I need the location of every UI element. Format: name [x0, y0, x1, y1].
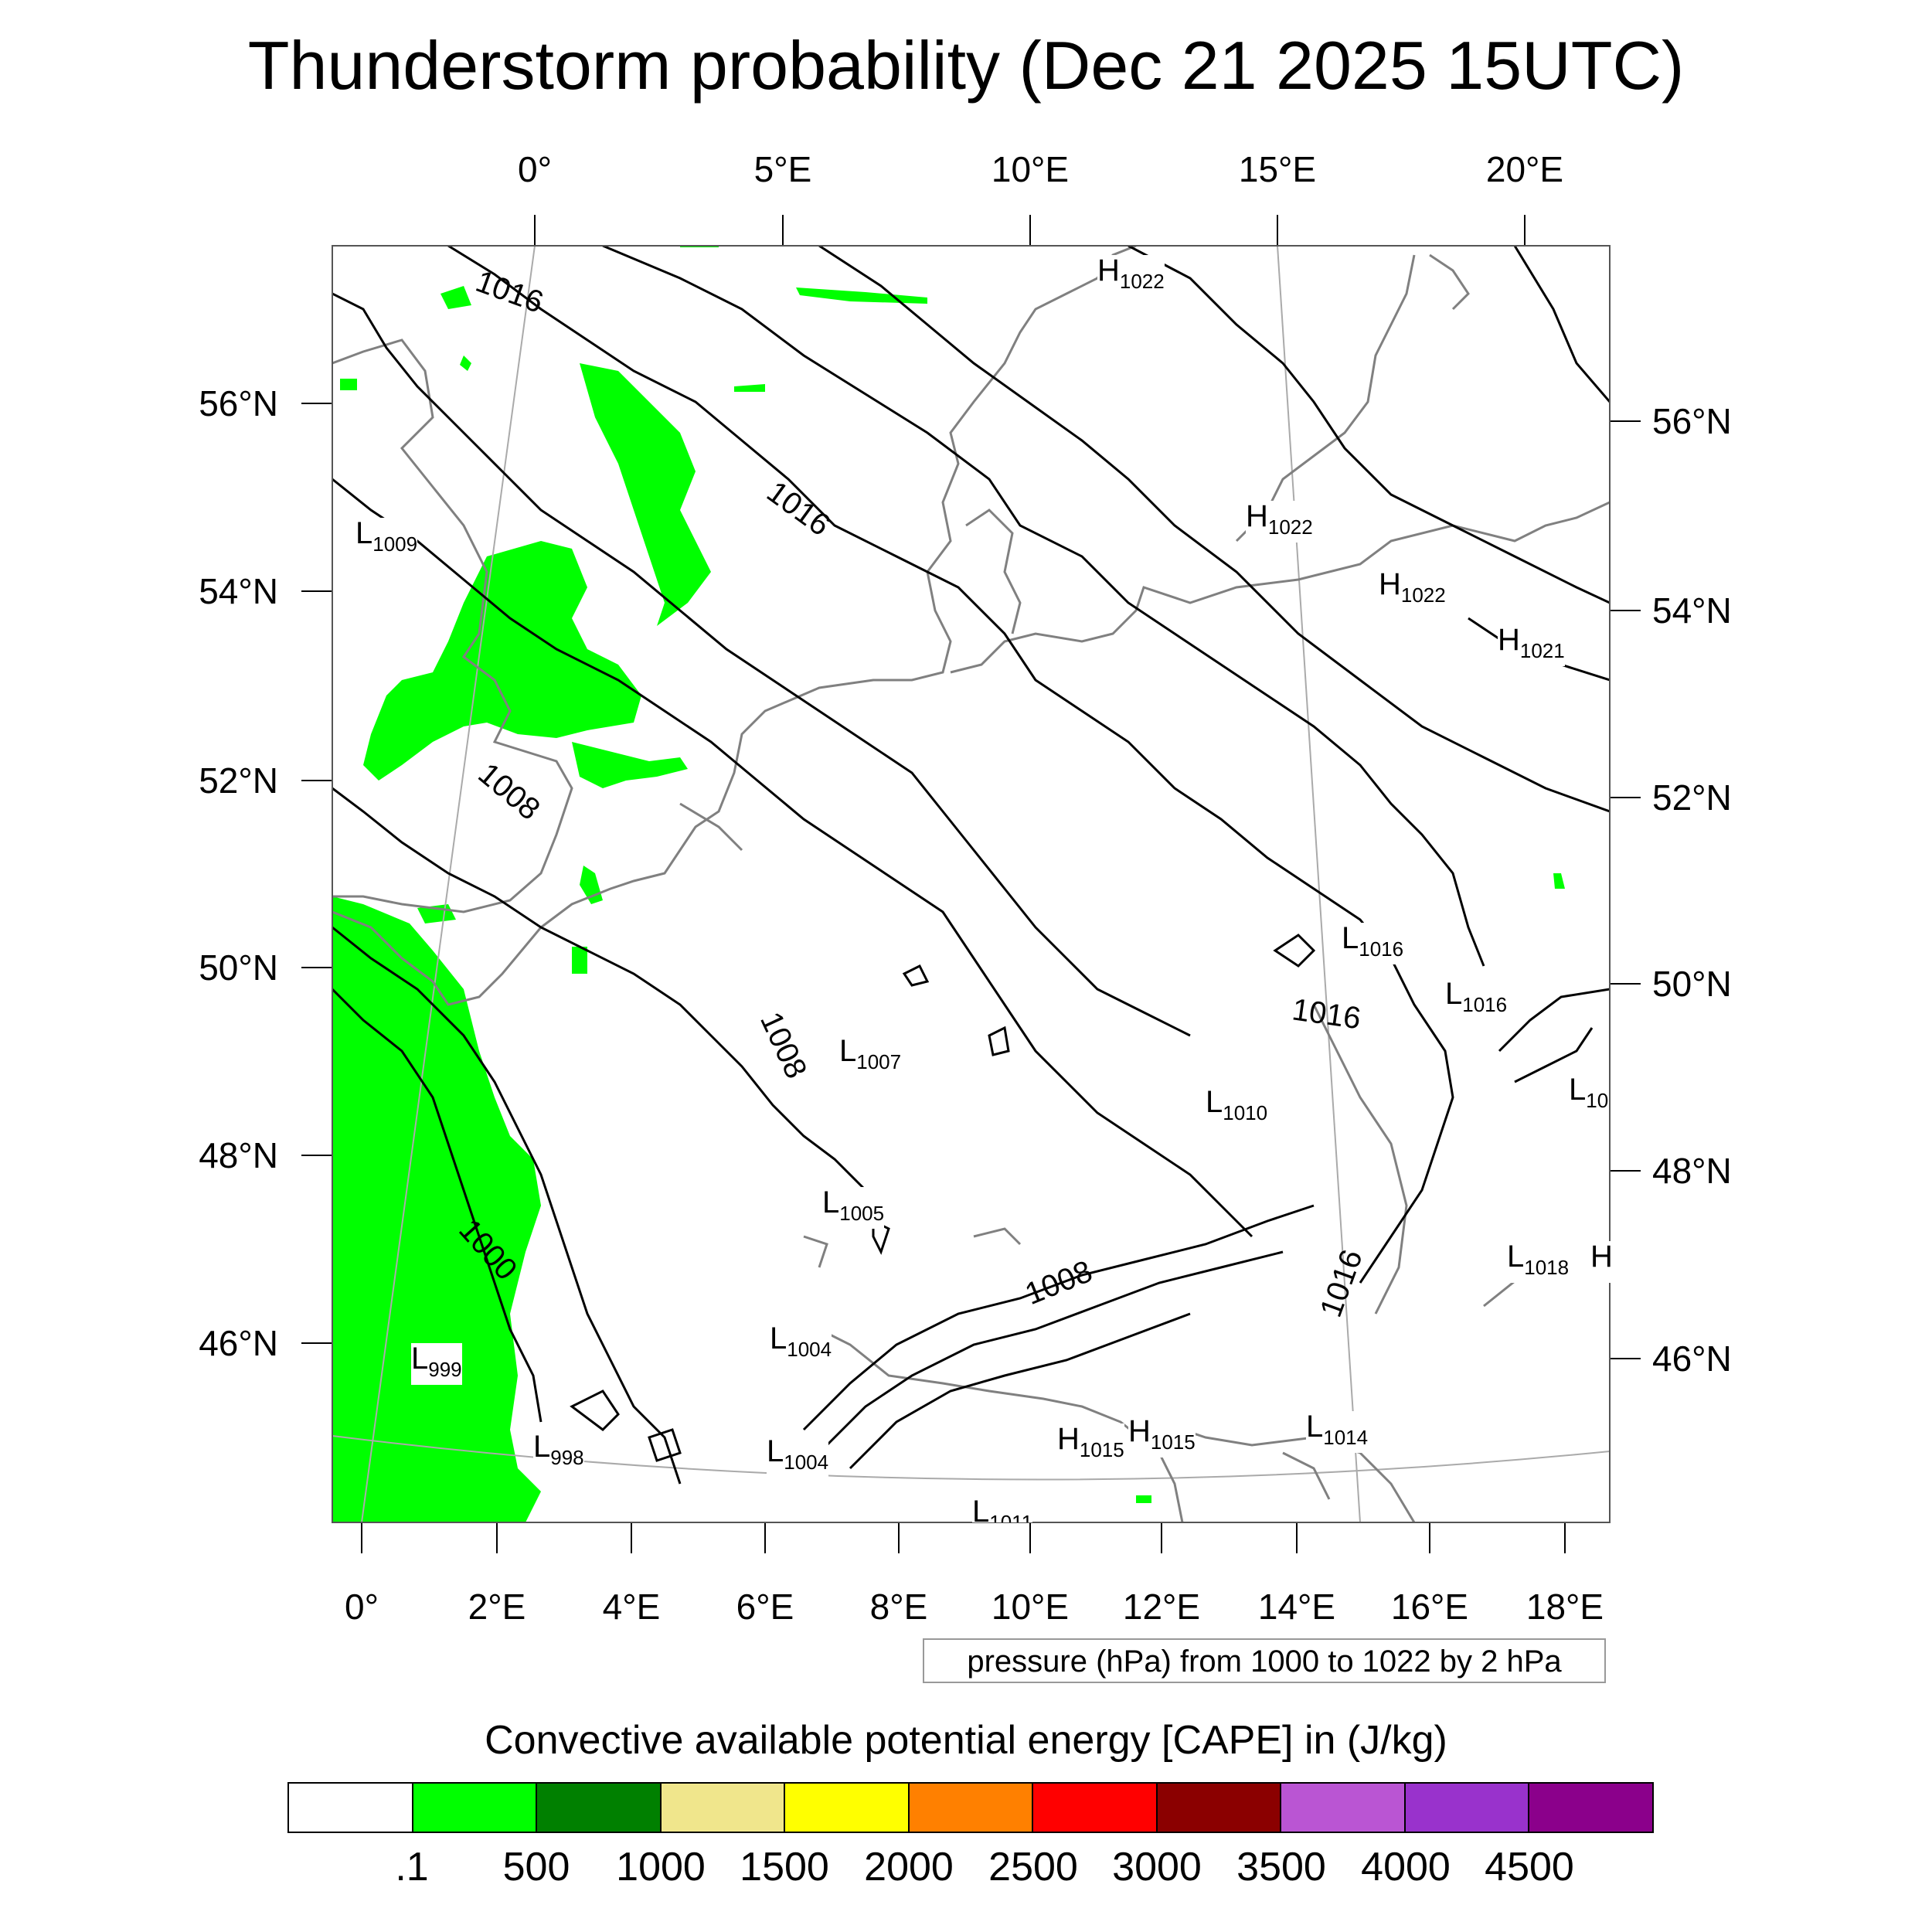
isobar-label: 1008 — [1021, 1254, 1097, 1311]
colorbar-swatch — [785, 1784, 910, 1832]
bottom-lon-tick: 10°E — [991, 1587, 1070, 1627]
right-lat-tick: 50°N — [1652, 964, 1732, 1004]
colorbar-swatch — [1157, 1784, 1282, 1832]
left-lat-tick: 56°N — [199, 383, 278, 423]
isobar-label: 1016 — [760, 474, 836, 543]
bottom-lon-tick: 4°E — [602, 1587, 661, 1627]
colorbar-tick-label: .1 — [395, 1845, 429, 1889]
colorbar-swatch — [1405, 1784, 1530, 1832]
bottom-lon-tick: 12°E — [1122, 1587, 1201, 1627]
pressure-center-high: H — [1590, 1241, 1613, 1283]
bottom-lon-tick: 16°E — [1390, 1587, 1469, 1627]
colorbar-tick-label: 4000 — [1361, 1845, 1451, 1889]
top-lon-tick: 10°E — [991, 149, 1070, 189]
cape-shading — [332, 246, 1565, 1522]
coastlines — [332, 246, 1610, 1522]
isobar-label: 1016 — [1314, 1245, 1369, 1321]
map-title: Thunderstorm probability (Dec 21 2025 15… — [247, 27, 1685, 104]
bottom-lon-tick: 0° — [345, 1587, 379, 1627]
right-lat-tick: 48°N — [1652, 1151, 1732, 1191]
pressure-center-low: L999 — [411, 1343, 462, 1385]
colorbar — [287, 1782, 1654, 1833]
top-lon-tick: 15°E — [1238, 149, 1317, 189]
colorbar-swatch — [1281, 1784, 1406, 1832]
pressure-center-low: L1010 — [1206, 1087, 1268, 1128]
pressure-center-low: L1018 — [1507, 1241, 1570, 1283]
left-lat-tick: 50°N — [199, 947, 278, 988]
pressure-center-low: L1014 — [1306, 1411, 1369, 1453]
isobars — [332, 246, 1610, 1485]
colorbar-tick-label: 2000 — [864, 1845, 954, 1889]
right-lat-tick: 54°N — [1652, 590, 1732, 631]
tick-marks — [301, 215, 1641, 1553]
pressure-center-high: H1022 — [1097, 255, 1165, 297]
pressure-center-low: L1007 — [839, 1036, 902, 1077]
bottom-lon-tick: 6°E — [736, 1587, 794, 1627]
map-frame — [332, 245, 1611, 1523]
colorbar-tick-label: 3000 — [1112, 1845, 1202, 1889]
pressure-center-high: H1015 — [1057, 1423, 1124, 1465]
pressure-center-low: L998 — [533, 1431, 584, 1473]
pressure-center-low: L1009 — [355, 518, 418, 560]
right-lat-tick: 46°N — [1652, 1338, 1732, 1379]
pressure-center-high: H1021 — [1498, 624, 1565, 666]
pressure-center-high: H1015 — [1128, 1416, 1196, 1458]
colorbar-tick-label: 1500 — [740, 1845, 829, 1889]
colorbar-tick-label: 4500 — [1485, 1845, 1574, 1889]
colorbar-swatch — [909, 1784, 1034, 1832]
bottom-lon-tick: 18°E — [1526, 1587, 1604, 1627]
contour-info-label: pressure (hPa) from 1000 to 1022 by 2 hP… — [923, 1638, 1606, 1683]
bottom-lon-tick: 14°E — [1257, 1587, 1336, 1627]
pressure-center-low: L1016 — [1342, 923, 1404, 964]
top-lon-tick: 0° — [518, 149, 552, 189]
pressure-center-low: L1011 — [972, 1496, 1033, 1522]
isobar-label: 1016 — [471, 264, 548, 320]
top-lon-tick: 20°E — [1485, 149, 1564, 189]
colorbar-swatch — [537, 1784, 662, 1832]
isobar-label: 1008 — [472, 757, 546, 827]
top-lon-tick: 5°E — [753, 149, 812, 189]
left-lat-tick: 48°N — [199, 1135, 278, 1175]
left-lat-tick: 54°N — [199, 571, 278, 611]
left-lat-tick: 46°N — [199, 1323, 278, 1363]
right-lat-tick: 52°N — [1652, 777, 1732, 818]
colorbar-swatch — [413, 1784, 538, 1832]
left-lat-tick: 52°N — [199, 760, 278, 801]
pressure-center-low: L1005 — [822, 1187, 885, 1229]
isobar-label: 1016 — [1290, 992, 1362, 1036]
bottom-lon-tick: 8°E — [869, 1587, 928, 1627]
isobar-label: 1008 — [753, 1007, 813, 1083]
colorbar-title: Convective available potential energy [C… — [485, 1718, 1447, 1763]
pressure-center-low: L1004 — [770, 1323, 832, 1365]
colorbar-swatch — [661, 1784, 786, 1832]
pressure-center-high: H1022 — [1246, 501, 1313, 543]
pressure-center-low: L1016 — [1445, 978, 1508, 1020]
graticule — [332, 246, 1610, 1522]
pressure-center-low: L1004 — [767, 1436, 829, 1478]
colorbar-swatch — [1529, 1784, 1653, 1832]
pressure-center-low: L10 — [1569, 1074, 1609, 1116]
colorbar-tick-label: 3500 — [1236, 1845, 1326, 1889]
colorbar-tick-label: 2500 — [988, 1845, 1078, 1889]
right-lat-tick: 56°N — [1652, 401, 1732, 441]
colorbar-tick-label: 500 — [502, 1845, 570, 1889]
colorbar-swatch — [1033, 1784, 1158, 1832]
bottom-lon-tick: 2°E — [468, 1587, 526, 1627]
pressure-center-high: H1022 — [1379, 569, 1446, 611]
colorbar-tick-label: 1000 — [616, 1845, 706, 1889]
colorbar-swatch — [289, 1784, 413, 1832]
